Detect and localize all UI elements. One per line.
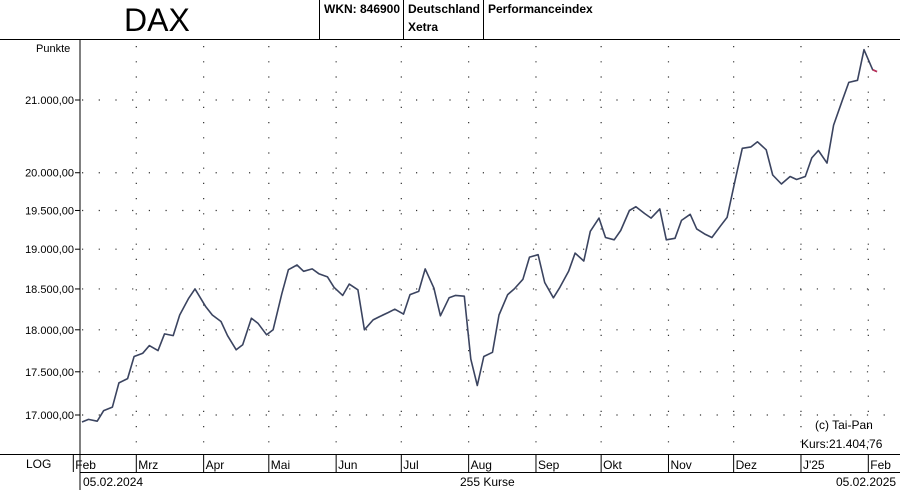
- market-box: Deutschland Xetra: [404, 0, 484, 40]
- price-line: [81, 48, 878, 423]
- month-label: Jun: [338, 458, 357, 472]
- index-title-box: DAX: [0, 0, 320, 40]
- month-label: Jul: [403, 458, 418, 472]
- country-label: Deutschland: [408, 2, 481, 16]
- y-tick-label: 18.500,00: [25, 284, 74, 296]
- exchange-label: Xetra: [408, 20, 439, 34]
- quote-count-label: 255 Kurse: [460, 475, 515, 489]
- start-date-label: 05.02.2024: [83, 475, 143, 489]
- grid: [75, 46, 898, 452]
- month-label: Mai: [271, 458, 290, 472]
- price-chart: Punkte 17.000,00 17.500,00 18.000,00 18.500…: [25, 40, 898, 454]
- index-type-label: Performanceindex: [488, 2, 593, 16]
- last-price-label: Kurs:21.404,76: [801, 437, 883, 451]
- y-tick-label: 17.500,00: [25, 367, 74, 379]
- y-tick-label: 20.000,00: [25, 168, 74, 180]
- y-axis-label: Punkte: [36, 43, 70, 55]
- end-date-label: 05.02.2025: [836, 475, 896, 489]
- wkn-box: WKN: 846900: [320, 0, 404, 40]
- y-tick-label: 18.000,00: [25, 325, 74, 337]
- x-tick-labels: Feb Mrz Apr Mai Jun Jul Aug Sep Okt Nov Dez J'25 Feb: [72, 454, 891, 472]
- month-label: Feb: [75, 458, 96, 472]
- month-label: Sep: [538, 458, 560, 472]
- scale-mode-label: LOG: [26, 457, 51, 471]
- month-label: Okt: [603, 458, 622, 472]
- month-label: Nov: [670, 458, 691, 472]
- wkn-label: WKN: 846900: [324, 2, 401, 16]
- y-tick-label: 19.000,00: [25, 244, 74, 256]
- last-price-segment: [872, 69, 878, 73]
- y-tick-label: 17.000,00: [25, 410, 74, 422]
- month-label: Mrz: [138, 458, 158, 472]
- month-label: Apr: [206, 458, 225, 472]
- index-type-box: Performanceindex: [484, 0, 900, 40]
- x-axis-bar: LOG Feb Mrz Apr Mai Jun Jul Aug Sep Okt Nov Dez J'2…: [0, 454, 900, 490]
- month-label: Feb: [870, 458, 891, 472]
- month-label: Aug: [471, 458, 492, 472]
- index-title: DAX: [124, 2, 190, 38]
- chart-header: DAX WKN: 846900 Deutschland Xetra Perfor…: [0, 0, 900, 40]
- y-tick-label: 21.000,00: [25, 95, 74, 107]
- month-label: J'25: [803, 458, 825, 472]
- copyright-label: (c) Tai-Pan: [815, 418, 873, 432]
- y-tick-labels: 17.000,00 17.500,00 18.000,00 18.500,00 19.0…: [25, 95, 74, 422]
- y-tick-label: 19.500,00: [25, 205, 74, 217]
- month-label: Dez: [736, 458, 757, 472]
